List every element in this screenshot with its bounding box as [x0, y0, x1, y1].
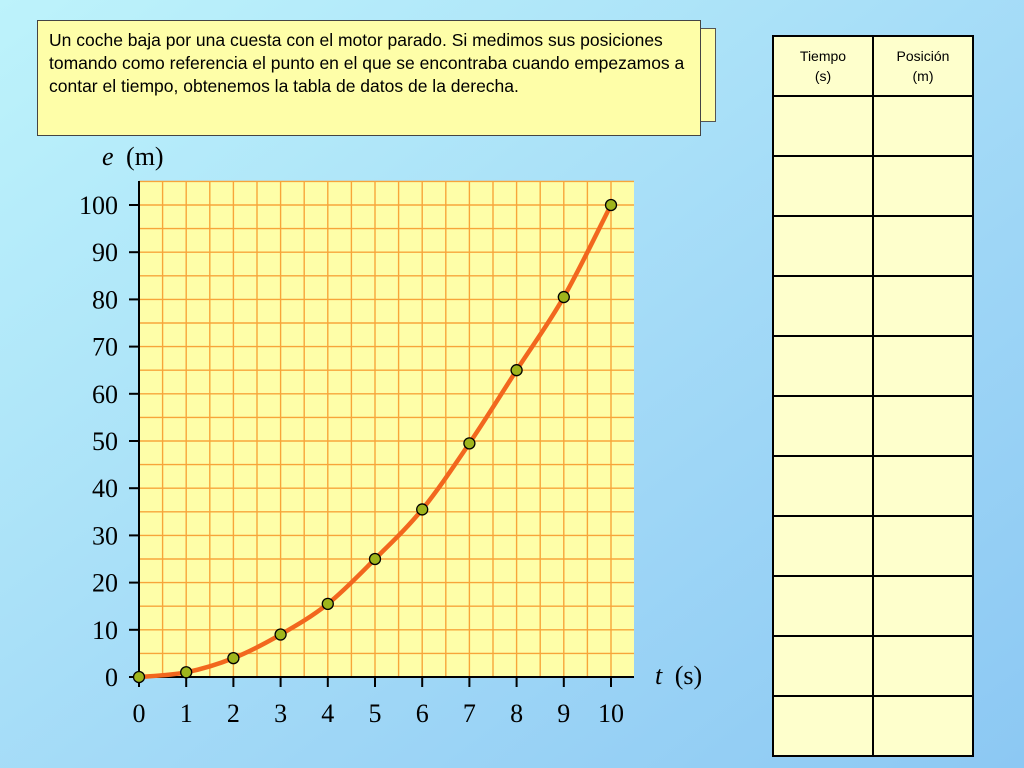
- table-row: [772, 695, 974, 757]
- data-point: [557, 290, 570, 304]
- header-position: Posición (m): [872, 35, 974, 97]
- table-row: [772, 455, 974, 517]
- time-cell: [772, 695, 874, 757]
- data-point: [416, 503, 429, 516]
- data-point: [321, 597, 334, 610]
- table-row: [772, 275, 974, 337]
- table-row: [772, 215, 974, 277]
- position-cell: [872, 635, 974, 697]
- y-tick-label: 60: [92, 380, 118, 409]
- x-tick-label: 10: [598, 699, 624, 728]
- y-tick-label: 40: [92, 474, 118, 503]
- time-cell: [772, 575, 874, 637]
- y-tick-label: 50: [92, 427, 118, 456]
- table-row: [772, 515, 974, 577]
- position-cell: [872, 335, 974, 397]
- time-cell: [772, 515, 874, 577]
- data-point: [274, 628, 287, 641]
- data-point: [180, 666, 193, 679]
- time-cell: [772, 395, 874, 457]
- y-tick-label: 90: [92, 238, 118, 267]
- data-table: Tiempo (s) Posición (m): [772, 35, 974, 757]
- data-point: [510, 364, 523, 377]
- position-cell: [872, 695, 974, 757]
- time-cell: [772, 635, 874, 697]
- time-cell: [772, 155, 874, 217]
- table-row: [772, 335, 974, 397]
- y-tick-label: 0: [105, 663, 118, 692]
- y-tick-label: 30: [92, 521, 118, 550]
- position-cell: [872, 515, 974, 577]
- position-cell: [872, 155, 974, 217]
- time-cell: [772, 275, 874, 337]
- x-axis-label: t (s): [655, 661, 702, 690]
- y-tick-label: 10: [92, 616, 118, 645]
- position-cell: [872, 575, 974, 637]
- time-cell: [772, 215, 874, 277]
- x-tick-label: 2: [227, 699, 240, 728]
- time-cell: [772, 455, 874, 517]
- header-time: Tiempo (s): [772, 35, 874, 97]
- position-cell: [872, 275, 974, 337]
- x-tick-label: 0: [133, 699, 146, 728]
- description-box: Un coche baja por una cuesta con el moto…: [37, 20, 701, 136]
- position-cell: [872, 215, 974, 277]
- position-cell: [872, 395, 974, 457]
- y-tick-label: 20: [92, 569, 118, 598]
- time-cell: [772, 95, 874, 157]
- description-text: Un coche baja por una cuesta con el moto…: [49, 30, 685, 96]
- y-tick-label: 80: [92, 285, 118, 314]
- x-tick-label: 8: [510, 699, 523, 728]
- x-tick-label: 5: [369, 699, 382, 728]
- data-point: [368, 552, 382, 566]
- y-tick-label: 70: [92, 333, 118, 362]
- x-tick-label: 7: [463, 699, 476, 728]
- position-cell: [872, 95, 974, 157]
- x-tick-label: 9: [557, 699, 570, 728]
- x-tick-label: 1: [180, 699, 193, 728]
- x-tick-label: 3: [274, 699, 287, 728]
- position-cell: [872, 455, 974, 517]
- x-tick-label: 4: [321, 699, 334, 728]
- table-row: [772, 95, 974, 157]
- data-point: [227, 651, 240, 665]
- data-point: [132, 670, 146, 684]
- table-row: [772, 635, 974, 697]
- time-cell: [772, 335, 874, 397]
- table-row: [772, 395, 974, 457]
- table-row: [772, 575, 974, 637]
- y-axis-label: e (m): [102, 142, 164, 171]
- data-point: [463, 437, 476, 450]
- y-tick-label: 100: [79, 191, 118, 220]
- table-row: [772, 155, 974, 217]
- data-point: [604, 198, 618, 212]
- plot-area: [139, 181, 634, 677]
- x-tick-label: 6: [416, 699, 429, 728]
